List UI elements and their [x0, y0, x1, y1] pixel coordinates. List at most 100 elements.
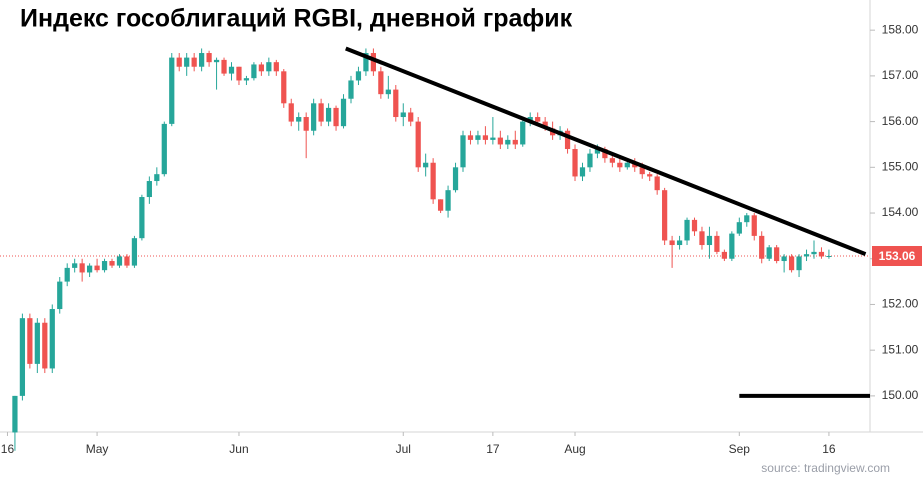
x-tick-label: 17 [486, 442, 500, 456]
candle-body [796, 256, 802, 271]
candle-body [311, 103, 317, 131]
candle-body [587, 153, 593, 168]
last-price-box [872, 246, 922, 266]
candle-body [251, 64, 257, 79]
candle-body [647, 174, 653, 177]
candle-body [191, 57, 197, 67]
candle-body [751, 215, 757, 236]
candle-body [236, 66, 242, 81]
candle-body [258, 64, 264, 72]
candle-body [520, 121, 526, 145]
candle-body [400, 112, 406, 118]
x-tick-label: Sep [729, 442, 751, 456]
candle-body [154, 174, 160, 182]
x-tick-label: 16 [1, 442, 15, 456]
candle-body [228, 66, 235, 74]
candle-body [759, 235, 765, 259]
candle-body [714, 235, 720, 252]
candle-body [325, 107, 332, 122]
candle-body [430, 162, 436, 200]
candle-body [72, 263, 78, 268]
candle-body [355, 71, 362, 81]
candle-body [161, 123, 167, 175]
candle-body [146, 181, 152, 198]
candle-body [303, 117, 309, 131]
candle-body [27, 318, 33, 364]
candle-body [49, 309, 55, 369]
y-tick-label: 158.00 [882, 22, 919, 36]
candle-body [184, 57, 190, 67]
candle-body [766, 247, 772, 259]
candle-body [572, 149, 578, 177]
candle-body [669, 240, 675, 246]
candle-body [691, 219, 698, 232]
candle-body [744, 215, 750, 223]
candle-body [654, 176, 660, 191]
candle-body [505, 139, 511, 145]
candle-body [467, 135, 474, 140]
x-tick-label: 16 [822, 442, 836, 456]
candle-body [781, 256, 787, 262]
candle-body [423, 162, 429, 168]
candle-body [617, 162, 623, 168]
candle-body [684, 219, 690, 241]
candle-body [699, 231, 705, 246]
last-price-label: 153.06 [879, 249, 916, 263]
candle-body [482, 135, 489, 140]
y-tick-label: 150.00 [882, 388, 919, 402]
y-tick-label: 151.00 [882, 342, 919, 356]
candle-body [706, 235, 713, 246]
candle-body [169, 57, 175, 124]
y-tick-label: 157.00 [882, 68, 919, 82]
candle-body [378, 71, 384, 95]
candle-body [811, 251, 817, 255]
candle-body [774, 247, 780, 262]
candle-body [415, 121, 421, 168]
candle-body [579, 167, 586, 177]
candle-body [273, 62, 279, 72]
candle-body [124, 256, 130, 266]
candle-body [542, 121, 548, 129]
candle-body [818, 251, 825, 257]
candle-body [594, 149, 601, 154]
x-tick-label: Jul [396, 442, 411, 456]
x-tick-label: May [86, 442, 109, 456]
candle-body [116, 256, 123, 266]
y-tick-label: 152.00 [882, 297, 919, 311]
candle-body [221, 59, 227, 74]
candle-body [788, 256, 795, 271]
x-tick-label: Jun [229, 442, 248, 456]
candle-body [445, 190, 451, 211]
candle-body [340, 98, 347, 127]
candle-body [393, 89, 399, 118]
candle-body [109, 261, 115, 266]
source: source: tradingview.com [761, 461, 890, 475]
candle-body [512, 139, 518, 145]
candle-body [602, 149, 608, 159]
candle-body [639, 167, 645, 175]
candle-body [199, 53, 205, 67]
candle-body [57, 281, 63, 310]
candle-body [564, 130, 571, 150]
candle-body [721, 251, 727, 259]
candle-body [662, 190, 668, 241]
candle-body [42, 322, 48, 369]
candle-body [79, 263, 85, 273]
x-tick-label: Aug [564, 442, 585, 456]
candle-body [34, 322, 40, 364]
candle-body [176, 57, 182, 67]
candle-body [736, 222, 742, 234]
candle-body [296, 117, 302, 122]
candle-body [243, 78, 250, 81]
candle-body [19, 318, 26, 396]
candle-body [535, 117, 541, 122]
candle-body [131, 238, 138, 266]
candle-body [826, 256, 832, 257]
candle-body [385, 89, 391, 95]
candle-body [206, 53, 212, 63]
chart-title: Индекс гособлигаций RGBI, дневной график [20, 5, 573, 33]
candle-body [676, 240, 683, 246]
candle-body [363, 53, 369, 72]
